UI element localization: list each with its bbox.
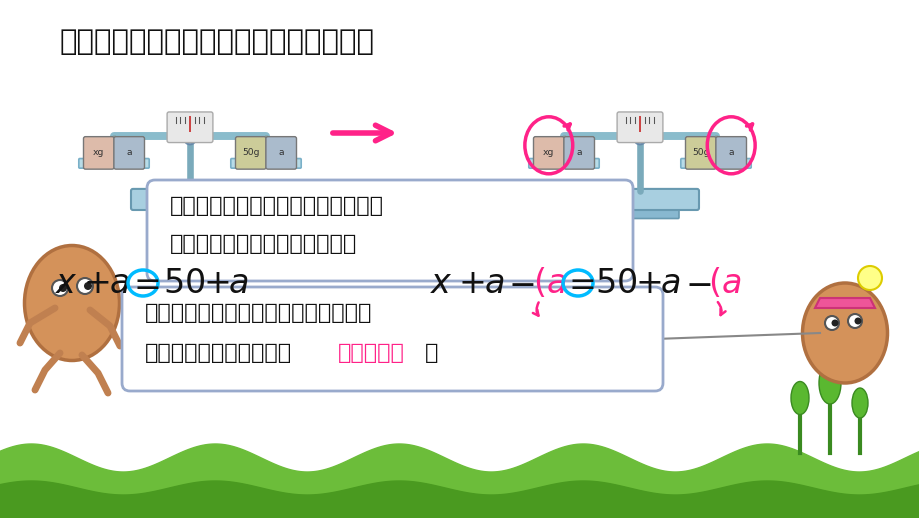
- Circle shape: [52, 280, 68, 296]
- FancyBboxPatch shape: [528, 159, 598, 168]
- Text: $-$: $-$: [507, 266, 534, 299]
- FancyBboxPatch shape: [581, 189, 698, 210]
- FancyBboxPatch shape: [617, 112, 663, 142]
- Text: 联系天平保持平衡的过程想一想，等: 联系天平保持平衡的过程想一想，等: [170, 196, 383, 216]
- FancyBboxPatch shape: [685, 137, 715, 169]
- FancyBboxPatch shape: [235, 137, 266, 169]
- Text: $(a$: $(a$: [708, 266, 741, 300]
- Circle shape: [857, 266, 881, 290]
- Text: xg: xg: [93, 148, 105, 157]
- Text: 观察下图，先填一填，再说说你的发现。: 观察下图，先填一填，再说说你的发现。: [60, 28, 375, 56]
- Text: $50$: $50$: [595, 266, 637, 299]
- FancyBboxPatch shape: [680, 159, 751, 168]
- Ellipse shape: [851, 388, 867, 418]
- Circle shape: [59, 284, 67, 292]
- FancyBboxPatch shape: [79, 159, 149, 168]
- FancyBboxPatch shape: [151, 205, 229, 219]
- Text: 50g: 50g: [691, 148, 709, 157]
- Ellipse shape: [818, 362, 840, 404]
- FancyBboxPatch shape: [600, 205, 678, 219]
- FancyBboxPatch shape: [84, 137, 114, 169]
- Circle shape: [633, 133, 645, 145]
- Text: a: a: [278, 148, 284, 157]
- FancyBboxPatch shape: [231, 159, 301, 168]
- FancyBboxPatch shape: [715, 137, 745, 169]
- Text: $a$: $a$: [228, 266, 248, 299]
- FancyBboxPatch shape: [114, 137, 144, 169]
- Text: 。: 。: [425, 343, 437, 363]
- Text: $+$: $+$: [203, 266, 229, 299]
- FancyBboxPatch shape: [563, 137, 594, 169]
- Circle shape: [831, 320, 837, 326]
- Text: 得结果仍然是等式。这是: 得结果仍然是等式。这是: [145, 343, 292, 363]
- Text: $-$: $-$: [685, 266, 710, 299]
- Circle shape: [77, 278, 93, 294]
- Circle shape: [847, 314, 861, 328]
- Text: a: a: [728, 148, 733, 157]
- Circle shape: [824, 316, 838, 330]
- Text: $=$: $=$: [561, 266, 594, 299]
- Ellipse shape: [801, 283, 887, 383]
- Ellipse shape: [790, 381, 808, 414]
- Ellipse shape: [25, 246, 119, 361]
- Text: $(a$: $(a$: [532, 266, 566, 300]
- Text: 50g: 50g: [242, 148, 259, 157]
- Text: $50$: $50$: [163, 266, 205, 299]
- Circle shape: [84, 282, 92, 290]
- Text: a: a: [576, 148, 582, 157]
- Text: $x$: $x$: [55, 266, 78, 299]
- Text: 等式的性质: 等式的性质: [337, 343, 404, 363]
- Text: $a$: $a$: [659, 266, 679, 299]
- Text: a: a: [126, 148, 131, 157]
- Text: $=$: $=$: [127, 266, 159, 299]
- FancyBboxPatch shape: [533, 137, 563, 169]
- Circle shape: [184, 133, 196, 145]
- FancyBboxPatch shape: [130, 189, 249, 210]
- Text: $+$: $+$: [634, 266, 661, 299]
- Text: xg: xg: [542, 148, 554, 157]
- Text: 式怎样变化，结果仍然是等式？: 式怎样变化，结果仍然是等式？: [170, 234, 357, 254]
- Text: $+$: $+$: [83, 266, 109, 299]
- Text: 等式两边同时加上或减去同一个数，所: 等式两边同时加上或减去同一个数，所: [145, 303, 372, 323]
- Text: $+$: $+$: [458, 266, 483, 299]
- Circle shape: [854, 318, 860, 324]
- Text: $a$: $a$: [483, 266, 504, 299]
- FancyBboxPatch shape: [122, 287, 663, 391]
- FancyBboxPatch shape: [266, 137, 296, 169]
- FancyBboxPatch shape: [147, 180, 632, 281]
- FancyBboxPatch shape: [167, 112, 212, 142]
- Text: $x$: $x$: [429, 266, 452, 299]
- Polygon shape: [814, 298, 874, 308]
- Text: $a$: $a$: [108, 266, 129, 299]
